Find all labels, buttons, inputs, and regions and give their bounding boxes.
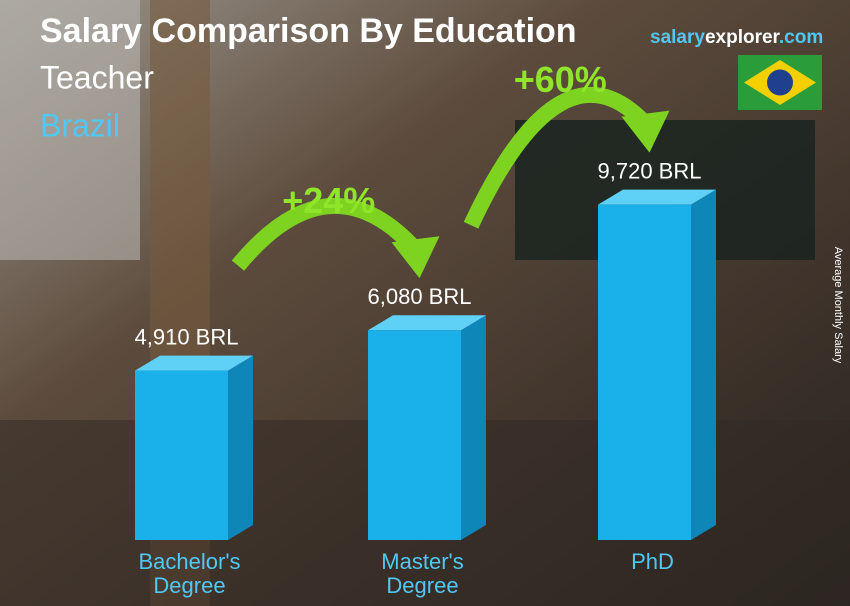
- brand-part: .com: [779, 27, 823, 48]
- bar: [135, 370, 228, 540]
- window: [0, 0, 140, 260]
- brand: salaryexplorer.com: [650, 27, 823, 48]
- category-label: Bachelor's Degree: [138, 549, 241, 598]
- bar: [368, 330, 461, 540]
- value-label: 6,080 BRL: [368, 284, 472, 309]
- bar-side: [691, 189, 716, 540]
- category-label: Master's Degree: [381, 549, 464, 598]
- flag: [738, 55, 822, 110]
- location: Brazil: [40, 107, 120, 143]
- change-label: +60%: [514, 59, 607, 100]
- bar-top: [368, 315, 486, 331]
- category-label: PhD: [631, 549, 674, 574]
- bar-side: [461, 315, 486, 540]
- bar-side: [228, 355, 253, 540]
- bar: [598, 204, 691, 540]
- value-label: 9,720 BRL: [598, 158, 702, 183]
- arrow-head: [391, 236, 440, 279]
- change-arrow: [463, 86, 651, 229]
- title: Salary Comparison By Education: [40, 12, 577, 50]
- brand-part: salary: [650, 27, 705, 48]
- value-label: 4,910 BRL: [135, 324, 239, 349]
- arrow-head: [621, 110, 670, 153]
- change-arrow: [231, 197, 421, 271]
- y-axis-label: Average Monthly Salary: [832, 247, 844, 364]
- bar-top: [135, 355, 253, 371]
- subtitle: Teacher: [40, 59, 154, 95]
- bar-top: [598, 189, 716, 205]
- brand-part: explorer: [705, 27, 781, 48]
- change-label: +24%: [282, 180, 375, 221]
